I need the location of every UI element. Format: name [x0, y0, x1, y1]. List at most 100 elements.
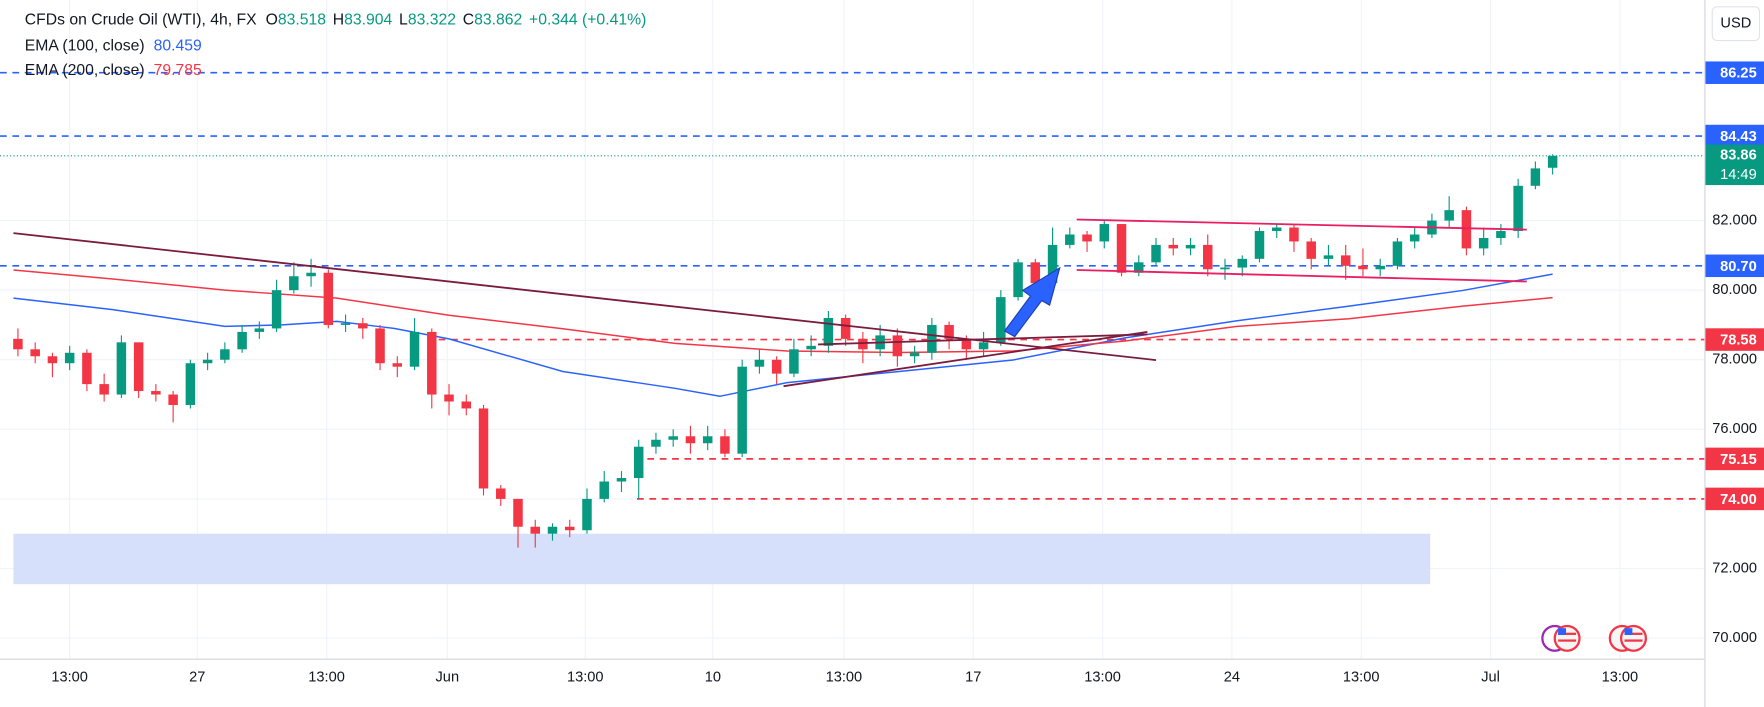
flag-stripe: [1558, 632, 1577, 635]
candle-body: [427, 331, 437, 395]
candle-body: [1340, 255, 1351, 266]
candle-body: [1409, 234, 1420, 242]
x-tick-label: 13:00: [1084, 670, 1121, 686]
candle-body: [254, 328, 265, 332]
x-tick-label: 13:00: [826, 670, 863, 686]
candle-body: [13, 338, 23, 350]
candle-body: [651, 439, 661, 447]
candle-body: [1151, 244, 1161, 263]
candle-body: [616, 478, 627, 482]
ohlc-label: C: [463, 11, 474, 28]
ohlc-label: L: [399, 11, 408, 28]
candle-body: [1030, 262, 1041, 284]
axis-layer: 70.00072.00074.00076.00078.00080.00082.0…: [51, 61, 1764, 686]
candle-body: [1099, 224, 1110, 242]
candle-body: [1306, 241, 1316, 259]
candle-body: [754, 359, 765, 367]
candle-body: [1392, 241, 1403, 266]
level-price-label: 86.25: [1720, 66, 1757, 82]
candle-body: [513, 498, 523, 527]
trend-line: [1076, 269, 1527, 283]
x-tick-label: 13:00: [51, 670, 88, 686]
level-price-label: 78.58: [1720, 333, 1757, 349]
candle-body: [30, 349, 40, 357]
trend-line: [818, 333, 1148, 346]
arrow-drawing: [1003, 266, 1061, 338]
candle-body: [1254, 231, 1265, 259]
candle-body: [133, 342, 144, 392]
candle-body: [858, 338, 868, 350]
candle-body: [64, 352, 75, 364]
candle-body: [927, 324, 937, 353]
x-tick-label: Jul: [1481, 670, 1500, 686]
ema-legend-value: 80.459: [154, 37, 202, 54]
candle-body: [564, 526, 575, 531]
candle-body: [1375, 265, 1385, 270]
candle-body: [1203, 244, 1213, 270]
candle-body: [702, 436, 713, 444]
level-price-box: [1705, 61, 1764, 84]
candle-body: [392, 363, 403, 367]
event-icons: [1541, 624, 1647, 652]
candle-body: [1047, 244, 1058, 284]
candle-body: [116, 342, 127, 395]
zone-layer: [13, 533, 1431, 585]
candle-body: [358, 323, 368, 329]
candle-body: [530, 526, 540, 534]
candle-body: [444, 394, 454, 402]
candle-body: [168, 394, 178, 405]
candle-body: [1496, 231, 1506, 238]
candle-body: [840, 317, 851, 339]
currency-button[interactable]: [1711, 6, 1761, 42]
candle-body: [823, 317, 834, 346]
candle-body: [1530, 168, 1541, 186]
y-tick-label: 80.000: [1712, 282, 1757, 298]
drawings-layer: [13, 218, 1527, 388]
level-price-label: 74.00: [1720, 492, 1757, 508]
x-tick-label: 13:00: [1343, 670, 1380, 686]
candle-body: [1358, 265, 1368, 270]
ema-legend-name: EMA (100, close): [25, 37, 145, 54]
flag-stripe: [1558, 639, 1577, 642]
candle-body: [599, 481, 609, 499]
candle-body: [1323, 255, 1334, 259]
ema-legend-name: EMA (200, close): [25, 62, 145, 79]
level-price-box: [1705, 487, 1764, 511]
ohlc-value: 83.862: [474, 11, 522, 28]
trend-line: [1076, 218, 1527, 231]
candle-body: [1289, 227, 1299, 242]
candle-body: [1513, 185, 1523, 232]
candle-body: [1134, 262, 1144, 273]
candle-body: [1116, 224, 1127, 273]
candle-body: [978, 342, 989, 350]
candle-body: [961, 338, 972, 350]
candle-body: [1237, 258, 1247, 268]
candle-body: [1065, 234, 1075, 245]
candle-body: [909, 352, 920, 357]
candle-body: [1082, 234, 1092, 242]
candle-body: [720, 436, 730, 454]
candle-body: [806, 345, 816, 350]
flag-canton: [1624, 628, 1633, 635]
ohlc-label: H: [333, 11, 344, 28]
header-layer: CFDs on Crude Oil (WTI), 4h, FX O 83.518 H 8…: [25, 11, 647, 79]
ohlc-value: 83.322: [408, 11, 456, 28]
candle-body: [1185, 244, 1196, 249]
candle-body: [220, 349, 230, 360]
candle-body: [1271, 227, 1282, 232]
ema-line: [13, 269, 1553, 354]
candle-body: [1547, 155, 1558, 168]
level-price-label: 75.15: [1720, 452, 1757, 468]
candle-body: [496, 488, 506, 499]
level-price-box: [1705, 124, 1764, 148]
last-price-label: 83.86: [1720, 148, 1757, 164]
countdown-label: 14:49: [1720, 167, 1757, 183]
change-label: +0.344 (+0.41%): [529, 11, 646, 28]
candle-body: [99, 384, 109, 395]
candle-body: [789, 349, 799, 374]
flag-stripe: [1624, 632, 1643, 635]
candles-layer: [13, 154, 1558, 548]
level-price-box: [1705, 328, 1764, 351]
